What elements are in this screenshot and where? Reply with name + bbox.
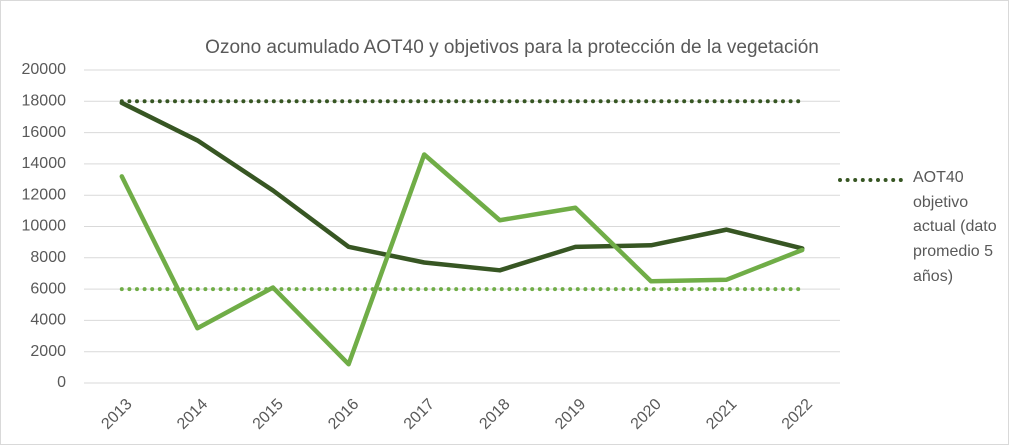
- y-tick-label: 4000: [30, 312, 66, 329]
- y-tick-label: 16000: [22, 124, 67, 141]
- y-tick-label: 10000: [22, 218, 67, 235]
- y-tick-label: 8000: [30, 249, 66, 266]
- y-tick-label: 14000: [22, 155, 67, 172]
- y-tick-label: 18000: [22, 93, 67, 110]
- legend: AOT40 objetivo actual (dato promedio 5 a…: [913, 166, 1009, 326]
- y-tick-label: 2000: [30, 343, 66, 360]
- legend-label: AOT40 objetivo actual (dato promedio 5 a…: [913, 169, 997, 285]
- chart-title: Ozono acumulado AOT40 y objetivos para l…: [205, 37, 819, 58]
- data-line: [119, 152, 805, 367]
- y-tick-label: 6000: [30, 280, 66, 297]
- y-tick-label: 20000: [22, 61, 67, 78]
- data-line: [119, 100, 805, 273]
- y-tick-label: 12000: [22, 186, 67, 203]
- y-tick-label: 0: [57, 374, 66, 391]
